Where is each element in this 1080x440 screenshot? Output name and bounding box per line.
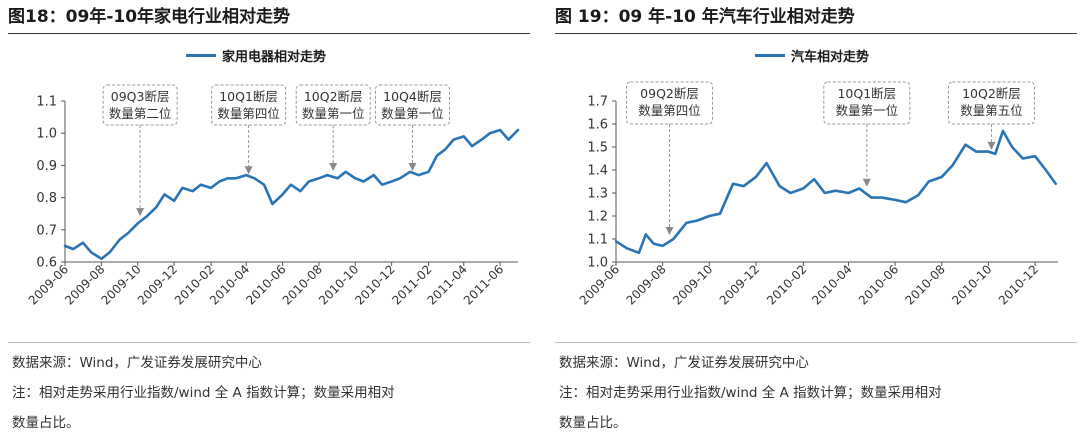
legend-swatch [755, 53, 785, 57]
series-line [614, 129, 1058, 255]
annotation-arrow [665, 227, 674, 235]
annotation-rank: 数量第一位 [836, 103, 899, 118]
y-tick-label: 1.5 [587, 141, 608, 156]
annotation-title: 09Q3断层 [111, 89, 170, 104]
x-tick-label: 2011-06 [461, 262, 506, 307]
annotation-box [374, 84, 450, 126]
annotation-title: 10Q1断层 [837, 86, 896, 101]
title-divider [8, 33, 530, 34]
annotation-arrow [329, 163, 338, 172]
y-tick-label: 1.3 [587, 187, 608, 202]
chart-legend: 汽车相对走势 [755, 44, 869, 66]
figure-18: 图18：09年-10年家电行业相对走势 家用电器相对走势 0.6 0.7 0.8 0.… [8, 0, 533, 440]
annotation-box [947, 81, 1035, 125]
annotation-box [823, 81, 911, 125]
source-note: 数据来源：Wind，广发证券发展研究中心 [12, 355, 262, 371]
method-note-cont: 数量占比。 [559, 415, 627, 431]
annotation-title: 10Q2断层 [304, 89, 363, 104]
x-tick-label: 2010-08 [903, 262, 948, 307]
legend-label: 汽车相对走势 [791, 49, 870, 65]
annotation-arrow [244, 166, 253, 175]
annotation-title: 10Q1断层 [219, 89, 278, 104]
source-note: 数据来源：Wind，广发证券发展研究中心 [559, 355, 809, 371]
legend-label: 家用电器相对走势 [222, 49, 327, 65]
title-divider [555, 33, 1077, 34]
source-divider [555, 342, 1077, 343]
y-tick-label: 1.4 [587, 164, 608, 179]
annotation-rank: 数量第一位 [302, 106, 365, 121]
x-tick-label: 2009-10 [670, 262, 715, 307]
y-tick-label: 1.2 [587, 210, 608, 225]
chart-legend: 家用电器相对走势 [186, 44, 326, 66]
line-chart: 0.60.70.80.91.01.12009-062009-082009-102… [26, 84, 520, 308]
y-tick-label: 0.8 [36, 191, 57, 206]
annotation-title: 10Q4断层 [383, 89, 442, 104]
annotation-title: 09Q2断层 [640, 86, 699, 101]
y-tick-label: 0.7 [36, 223, 57, 238]
annotation-arrow [408, 163, 417, 172]
annotation-rank: 数量第一位 [381, 106, 444, 121]
y-tick-label: 1.0 [587, 256, 608, 271]
annotation-arrow [987, 141, 996, 150]
figure-19: 图 19：09 年-10 年汽车行业相对走势 汽车相对走势 1.0 1.1 1.2 1… [555, 0, 1080, 440]
method-note: 注：相对走势采用行业指数/wind 全 A 指数计算；数量采用相对 [559, 385, 942, 401]
y-tick-label: 1.7 [587, 95, 608, 110]
annotation-box [211, 84, 287, 126]
annotation-rank: 数量第四位 [217, 106, 280, 121]
annotation-box [295, 84, 371, 126]
y-tick-label: 0.9 [36, 159, 57, 174]
y-tick-label: 1.0 [36, 127, 57, 142]
x-tick-label: 2009-08 [623, 262, 668, 307]
y-tick-label: 1.1 [36, 95, 57, 110]
annotation-box [102, 84, 178, 126]
x-tick-label: 2010-04 [809, 262, 854, 307]
x-tick-label: 2010-02 [764, 262, 809, 307]
x-tick-label: 2010-12 [996, 262, 1041, 307]
legend-swatch [186, 53, 216, 57]
y-tick-label: 1.1 [587, 233, 608, 248]
annotation-arrow [136, 208, 145, 217]
method-note: 注：相对走势采用行业指数/wind 全 A 指数计算；数量采用相对 [12, 385, 395, 401]
annotation-rank: 数量第四位 [638, 103, 701, 118]
y-tick-label: 0.6 [36, 256, 57, 271]
x-tick-label: 2010-06 [856, 262, 901, 307]
annotation-box [626, 81, 714, 125]
figure-title: 图18：09年-10年家电行业相对走势 [8, 7, 291, 27]
x-tick-label: 2009-12 [135, 262, 180, 307]
series-line [63, 128, 520, 261]
source-divider [8, 342, 530, 343]
x-tick-label: 2010-10 [949, 262, 994, 307]
method-note-cont: 数量占比。 [12, 415, 80, 431]
annotation-title: 10Q2断层 [962, 86, 1021, 101]
annotation-arrow [862, 178, 871, 187]
annotation-rank: 数量第五位 [960, 103, 1023, 118]
figure-title: 图 19：09 年-10 年汽车行业相对走势 [555, 7, 855, 27]
annotation-rank: 数量第二位 [109, 106, 172, 121]
y-tick-label: 1.6 [587, 118, 608, 133]
x-tick-label: 2009-12 [717, 262, 762, 307]
x-tick-label: 2010-12 [352, 262, 397, 307]
